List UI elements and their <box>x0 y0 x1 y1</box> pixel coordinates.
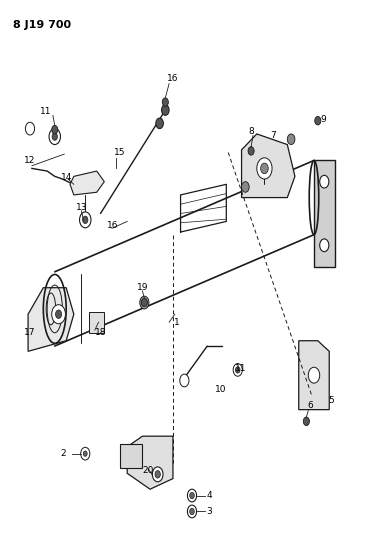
Circle shape <box>187 505 197 518</box>
Text: 10: 10 <box>215 385 227 394</box>
Text: 8: 8 <box>248 127 254 136</box>
Circle shape <box>162 98 168 107</box>
Circle shape <box>190 492 194 499</box>
Circle shape <box>248 147 254 155</box>
Text: 11: 11 <box>235 364 246 373</box>
Polygon shape <box>242 134 295 198</box>
Text: 2: 2 <box>60 449 66 458</box>
Text: 12: 12 <box>23 156 35 165</box>
Circle shape <box>83 451 87 456</box>
Polygon shape <box>70 171 104 195</box>
Polygon shape <box>28 288 74 351</box>
Text: 5: 5 <box>328 395 334 405</box>
Text: 18: 18 <box>95 328 106 337</box>
Polygon shape <box>127 436 173 489</box>
Text: 11: 11 <box>40 107 52 116</box>
Circle shape <box>190 508 194 515</box>
Text: 8 J19 700: 8 J19 700 <box>13 20 71 30</box>
Text: 20: 20 <box>142 466 154 475</box>
Circle shape <box>140 296 149 309</box>
Circle shape <box>52 133 58 140</box>
Circle shape <box>315 116 321 125</box>
Circle shape <box>162 105 169 115</box>
Text: 4: 4 <box>207 491 212 500</box>
Text: 16: 16 <box>107 221 118 230</box>
Circle shape <box>242 182 249 192</box>
Circle shape <box>141 298 147 307</box>
Circle shape <box>287 134 295 144</box>
Text: 19: 19 <box>137 283 148 292</box>
Text: 1: 1 <box>174 318 179 327</box>
Bar <box>89 312 104 333</box>
Polygon shape <box>314 160 335 266</box>
Circle shape <box>320 175 329 188</box>
Text: 14: 14 <box>60 173 72 182</box>
Circle shape <box>308 367 320 383</box>
Circle shape <box>155 471 161 478</box>
Circle shape <box>261 163 268 174</box>
Text: 17: 17 <box>24 328 36 337</box>
Circle shape <box>233 364 242 376</box>
Circle shape <box>257 158 272 179</box>
Text: 15: 15 <box>114 148 125 157</box>
Circle shape <box>79 212 91 228</box>
Circle shape <box>156 118 164 128</box>
Text: 7: 7 <box>270 131 276 140</box>
Text: 6: 6 <box>308 401 313 410</box>
Polygon shape <box>119 444 142 468</box>
Circle shape <box>49 128 60 144</box>
Circle shape <box>81 447 90 460</box>
Polygon shape <box>299 341 329 410</box>
Circle shape <box>83 216 88 223</box>
Circle shape <box>320 239 329 252</box>
Text: 13: 13 <box>76 203 88 212</box>
Circle shape <box>56 310 61 318</box>
Circle shape <box>52 305 65 324</box>
Circle shape <box>52 125 58 134</box>
Circle shape <box>235 367 240 373</box>
Text: 9: 9 <box>321 115 327 124</box>
Circle shape <box>180 374 189 387</box>
Circle shape <box>152 467 163 482</box>
Text: 16: 16 <box>167 74 179 83</box>
Circle shape <box>187 489 197 502</box>
Circle shape <box>303 417 310 425</box>
Circle shape <box>142 300 147 306</box>
Text: 3: 3 <box>207 507 212 516</box>
Circle shape <box>25 122 35 135</box>
